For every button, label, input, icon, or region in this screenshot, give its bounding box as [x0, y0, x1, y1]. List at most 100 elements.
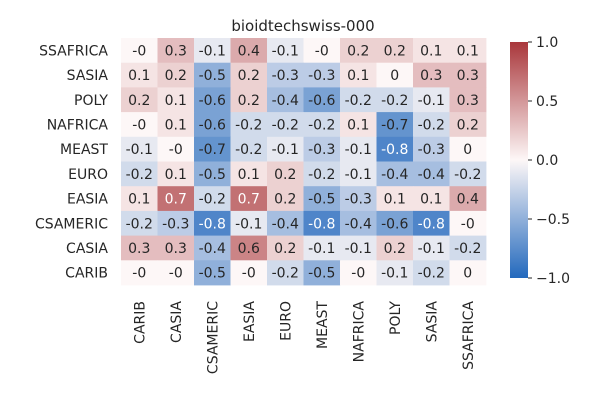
- cell-value-label: -0.1: [345, 241, 372, 257]
- cell-value-label: -0.4: [345, 216, 372, 232]
- heatmap-cell: [303, 136, 341, 162]
- heatmap-cell: [303, 112, 341, 138]
- heatmap-cell: [267, 161, 304, 187]
- cell-value-label: -0.2: [126, 167, 153, 183]
- heatmap-cell: [449, 38, 487, 64]
- heatmap-cell: [121, 112, 158, 138]
- column-tick-label: EURO: [278, 301, 294, 341]
- cell-value-label: 0.3: [457, 93, 479, 109]
- row-tick-label: CSAMERIC: [35, 216, 108, 232]
- cell-value-label: -0: [169, 266, 183, 282]
- heatmap-cell: [376, 210, 414, 236]
- colorbar-gradient: [510, 42, 528, 278]
- cell-value-label: -0.2: [418, 117, 445, 133]
- heatmap-cell: [449, 112, 487, 138]
- cell-value-label: -0: [132, 117, 146, 133]
- heatmap-cell: [376, 112, 414, 138]
- cell-value-label: 0.1: [128, 192, 150, 208]
- heatmap-cell: [376, 136, 414, 162]
- column-tick-label: SASIA: [424, 301, 440, 343]
- column-tick-label: POLY: [388, 301, 404, 335]
- cell-value-label: 0.2: [274, 241, 296, 257]
- heatmap-cell: [376, 161, 414, 187]
- cell-value-label: 0.1: [457, 43, 479, 59]
- heatmap-cell: [303, 161, 341, 187]
- colorbar: 1.0 0.5 0.0 −0.5 −1.0: [510, 35, 570, 287]
- heatmap-cell: [267, 62, 304, 88]
- row-tick-label: CARIB: [65, 266, 108, 282]
- heatmap-cell: [157, 136, 195, 162]
- heatmap-cell: [267, 186, 304, 212]
- cell-value-label: -0.1: [308, 241, 335, 257]
- heatmap-cell: [413, 38, 450, 64]
- heatmap-cell: [340, 38, 377, 64]
- heatmap-cell: [376, 186, 414, 212]
- cell-value-label: 0.1: [165, 93, 187, 109]
- column-tick-label: SSAFRICA: [461, 301, 477, 370]
- row-tick-labels: SSAFRICA SASIA POLY NAFRICA MEAST EURO EASIA CS…: [35, 43, 108, 281]
- cell-value-label: -0.1: [381, 266, 408, 282]
- cell-value-label: -0.6: [308, 93, 335, 109]
- heatmap-cell: [121, 186, 158, 212]
- cell-value-label: -0.2: [454, 241, 481, 257]
- heatmap-cell: [230, 136, 268, 162]
- heatmap-cell: [340, 210, 377, 236]
- cell-value-label: -0.8: [418, 216, 445, 232]
- row-tick-label: CASIA: [66, 241, 108, 257]
- row-tick-label: POLY: [74, 93, 108, 109]
- cell-value-label: 0.2: [274, 167, 296, 183]
- cell-value-label: 0.2: [384, 241, 406, 257]
- heatmap-cell: [121, 210, 158, 236]
- heatmap-cells: -0 0.3 -0.1 0.4 -0.1 -0 0.2 0.2 0.1 0.1 0.1 0.2 -0.5…: [121, 38, 487, 286]
- cell-value-label: -0: [242, 266, 256, 282]
- heatmap-cell: [121, 260, 158, 286]
- colorbar-tick-label: 0.5: [536, 94, 558, 110]
- cell-value-label: 0.2: [238, 93, 260, 109]
- cell-value-label: -0.1: [418, 93, 445, 109]
- heatmap-cell: [413, 62, 450, 88]
- cell-value-label: -0.3: [418, 142, 445, 158]
- heatmap-cell: [157, 235, 195, 261]
- cell-value-label: -0: [132, 266, 146, 282]
- cell-value-label: -0.2: [418, 266, 445, 282]
- heatmap-cell: [121, 38, 158, 64]
- heatmap-cell: [157, 260, 195, 286]
- column-tick-label: CSAMERIC: [205, 301, 221, 374]
- heatmap-cell: [157, 87, 195, 113]
- cell-value-label: -0: [461, 216, 475, 232]
- cell-value-label: 0.1: [165, 117, 187, 133]
- cell-value-label: 0.3: [165, 241, 187, 257]
- heatmap-cell: [121, 87, 158, 113]
- heatmap-cell: [230, 210, 268, 236]
- cell-value-label: -0.7: [381, 117, 408, 133]
- cell-value-label: -0.8: [308, 216, 335, 232]
- heatmap-cell: [194, 235, 231, 261]
- cell-value-label: 0.3: [128, 241, 150, 257]
- column-tick-label: CARIB: [132, 301, 148, 344]
- heatmap-cell: [303, 235, 341, 261]
- cell-value-label: 0.4: [457, 192, 479, 208]
- cell-value-label: 0.1: [347, 117, 369, 133]
- heatmap-cell: [449, 87, 487, 113]
- heatmap-cell: [194, 210, 231, 236]
- cell-value-label: -0.5: [308, 192, 335, 208]
- cell-value-label: 0.1: [420, 43, 442, 59]
- heatmap-cell: [413, 210, 450, 236]
- cell-value-label: -0.1: [272, 142, 299, 158]
- colorbar-tick-label: −1.0: [536, 271, 570, 287]
- row-tick-label: MEAST: [60, 142, 108, 158]
- heatmap-cell: [121, 235, 158, 261]
- cell-value-label: -0.5: [199, 167, 226, 183]
- cell-value-label: -0.2: [308, 167, 335, 183]
- cell-value-label: 0: [390, 68, 399, 84]
- column-tick-label: MEAST: [315, 301, 331, 349]
- cell-value-label: 0.7: [238, 192, 260, 208]
- heatmap-cell: [449, 136, 487, 162]
- heatmap-cell: [157, 38, 195, 64]
- cell-value-label: -0.2: [345, 93, 372, 109]
- heatmap-cell: [413, 112, 450, 138]
- cell-value-label: 0: [463, 266, 472, 282]
- cell-value-label: -0.2: [235, 117, 262, 133]
- column-tick-label: NAFRICA: [351, 301, 367, 363]
- heatmap-cell: [376, 62, 414, 88]
